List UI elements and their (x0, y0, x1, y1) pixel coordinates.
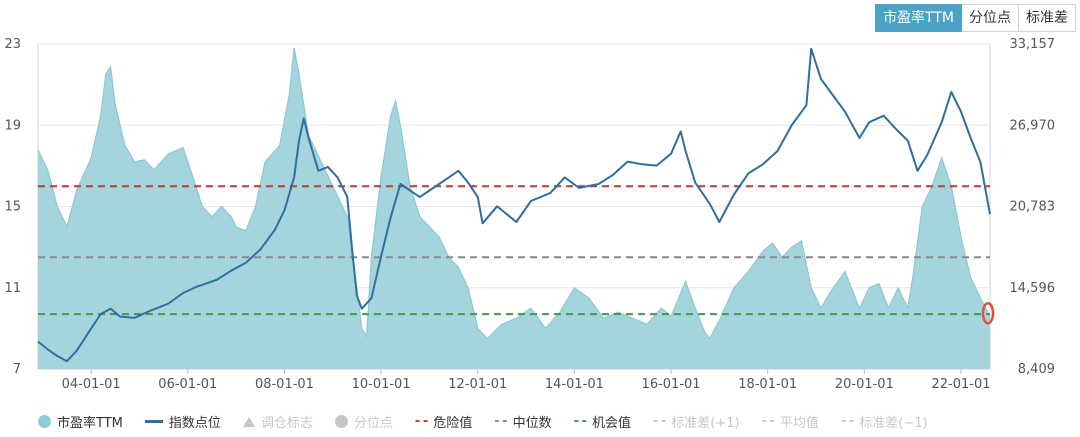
pe-index-chart: 7 8,409 11 14,596 15 20,783 19 26,970 23 33,157 04… (4, 37, 1056, 392)
legend-label: 中位数 (512, 416, 552, 431)
x-tick-label: 08-01-01 (255, 377, 314, 392)
current-value-marker (981, 301, 995, 325)
legend-label: 平均值 (779, 416, 819, 431)
y-left-tick-label: 15 (4, 200, 21, 215)
legend-item-danger[interactable]: - - 危险值 (415, 412, 472, 431)
legend-dot-icon (38, 415, 51, 428)
x-tick-label: 14-01-01 (545, 377, 604, 392)
legend-dash-icon: - - (494, 414, 507, 429)
pe-ttm-area (38, 48, 990, 369)
legend-label: 市盈率TTM (57, 416, 123, 431)
legend-item-median[interactable]: - - 中位数 (494, 412, 551, 431)
legend-item-std-plus[interactable]: - - 标准差(+1) (653, 412, 740, 431)
y-right-tick-label: 14,596 (1010, 281, 1056, 296)
legend-label: 标准差(+1) (671, 416, 740, 431)
x-tick-label: 10-01-01 (352, 377, 411, 392)
y-left-tick-label: 7 (13, 362, 21, 377)
x-tick-label: 18-01-01 (738, 377, 797, 392)
legend-label: 调仓标志 (260, 416, 313, 431)
legend-item-average[interactable]: - - 平均值 (762, 412, 819, 431)
legend-triangle-icon (242, 416, 255, 427)
legend-dash-icon: - - (840, 414, 854, 429)
legend-item-index-points[interactable]: 指数点位 (144, 412, 221, 431)
pe-ttm-line (37, 47, 991, 340)
x-tick-label: 04-01-01 (62, 377, 121, 392)
legend-dash-icon: - - (414, 414, 428, 429)
tab-pe-ttm[interactable]: 市盈率TTM (875, 4, 962, 32)
x-tick-label: 12-01-01 (448, 377, 507, 392)
y-right-tick-label: 33,157 (1010, 37, 1056, 52)
y-left-tick-label: 19 (4, 118, 21, 133)
legend-label: 危险值 (433, 416, 473, 431)
legend-item-std-minus[interactable]: - - 标准差(−1) (841, 412, 928, 431)
y-left-tick-label: 23 (4, 37, 21, 52)
legend-item-opportunity[interactable]: - - 机会值 (574, 412, 631, 431)
legend-label: 分位点 (353, 416, 393, 431)
legend-item-pe-ttm[interactable]: 市盈率TTM (38, 412, 123, 431)
legend-dash-icon: - - (761, 414, 775, 429)
legend-dash-icon: - - (652, 414, 666, 429)
y-left-tick-label: 11 (4, 281, 21, 296)
y-right-tick-label: 26,970 (1010, 118, 1056, 133)
legend-label: 标准差(−1) (859, 416, 928, 431)
legend-label: 指数点位 (168, 416, 221, 431)
view-tabs: 市盈率TTM 分位点 标准差 (875, 4, 1076, 32)
legend-item-percentile[interactable]: 分位点 (334, 412, 393, 431)
legend-line-icon (144, 420, 163, 423)
index-points-line (37, 47, 991, 363)
x-tick-label: 20-01-01 (835, 377, 894, 392)
legend-item-rebalance-flag[interactable]: 调仓标志 (242, 412, 313, 431)
x-tick-label: 16-01-01 (642, 377, 701, 392)
y-right-tick-label: 20,783 (1010, 200, 1056, 215)
tab-percentile[interactable]: 分位点 (962, 4, 1019, 32)
legend-label: 机会值 (591, 416, 631, 431)
tab-std-dev[interactable]: 标准差 (1019, 4, 1076, 32)
y-right-tick-label: 8,409 (1018, 362, 1055, 377)
chart-legend: 市盈率TTM 指数点位 调仓标志 分位点 - - 危险值 - - 中位数 - -… (38, 412, 928, 431)
x-tick-label: 06-01-01 (158, 377, 217, 392)
legend-dot-icon (334, 415, 348, 428)
x-tick-label: 22-01-01 (931, 377, 990, 392)
legend-dash-icon: - - (573, 414, 587, 429)
